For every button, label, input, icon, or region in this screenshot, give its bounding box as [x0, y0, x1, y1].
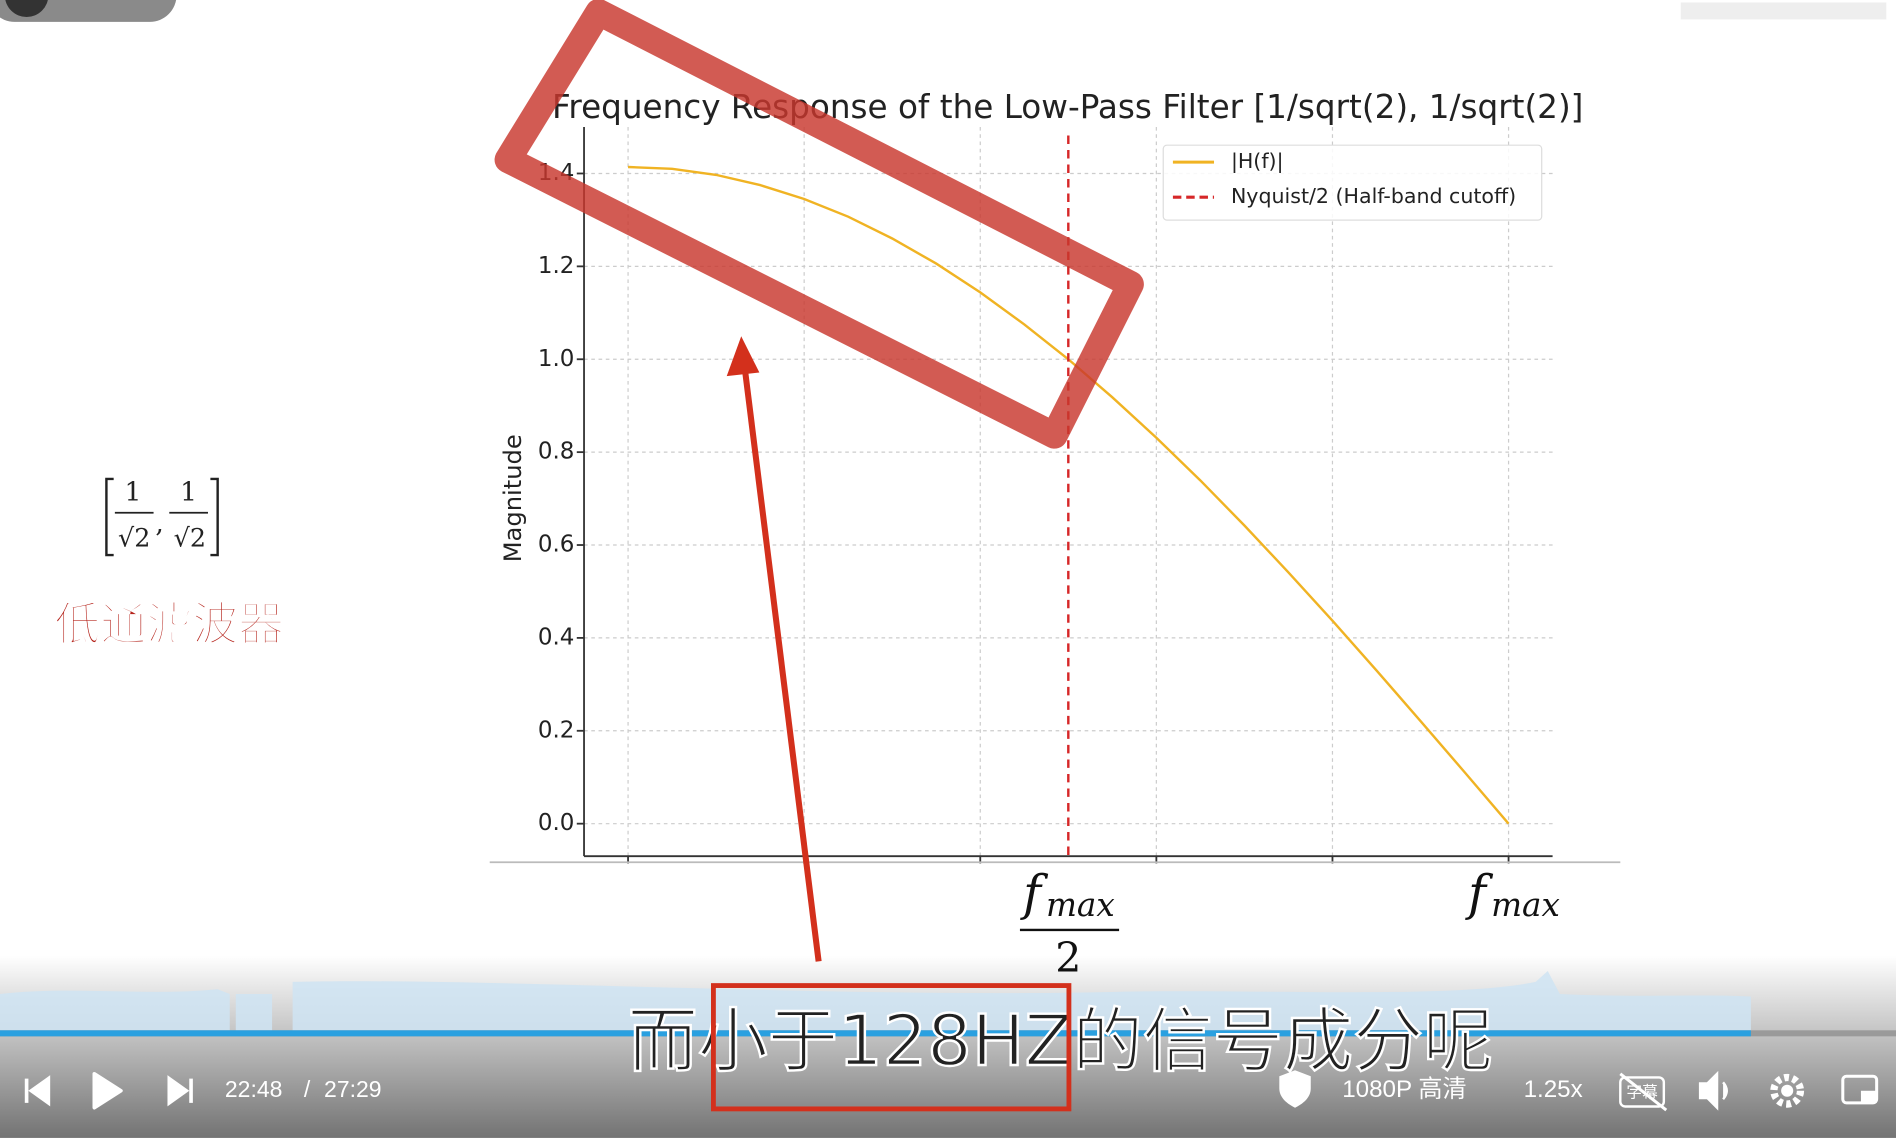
current-time: 22:48 [225, 1076, 282, 1102]
speed[interactable]: 1.25x [1524, 1076, 1583, 1103]
formula-part: , [155, 508, 163, 539]
volume-button[interactable] [1698, 1070, 1728, 1111]
y-tick-label: 0.4 [538, 624, 575, 650]
duration: 27:29 [324, 1076, 381, 1102]
arrow-shaft [741, 368, 822, 962]
time-separator: / [304, 1076, 311, 1102]
blurred-text [1680, 2, 1887, 20]
subtitle: 而小于128HZ的信号成分呢 [628, 1000, 1494, 1082]
legend-label: Nyquist/2 (Half-band cutoff) [1231, 184, 1516, 208]
arrow-head [726, 336, 760, 377]
play-button[interactable] [92, 1072, 123, 1110]
caption-off [1619, 1072, 1668, 1112]
annotation-denominator: 2 [1055, 934, 1081, 982]
legend-box [1162, 144, 1543, 221]
shield-icon[interactable] [1279, 1070, 1311, 1108]
annotation-subscript: max [1491, 886, 1560, 924]
side-label: 低通滤波器 [54, 597, 285, 651]
annotation-subscript: max [1046, 886, 1115, 924]
y-tick-label: 0.0 [538, 810, 575, 836]
chart-title: Frequency Response of the Low-Pass Filte… [552, 88, 1583, 126]
pip-inner [1860, 1090, 1877, 1103]
highlight-box [711, 983, 1072, 1112]
caption-icon[interactable] [1619, 1076, 1666, 1108]
chart: Frequency Response of the Low-Pass Filte… [499, 88, 1583, 864]
next-button[interactable] [167, 1075, 193, 1107]
y-tick-label: 0.2 [538, 717, 575, 743]
settings-core [1781, 1084, 1794, 1097]
pen-annotations [494, 0, 1144, 962]
quality[interactable]: 1080P 高清 [1342, 1076, 1467, 1103]
formula-part: √2 [118, 522, 150, 552]
y-tick-label: 1.2 [538, 253, 575, 279]
formula-part: √2 [174, 522, 206, 552]
bracket [105, 477, 219, 557]
formula-part: 1 [125, 476, 142, 507]
heatmap [0, 971, 1751, 1034]
y-tick-label: 0.8 [538, 439, 575, 465]
formula-part: 1 [180, 476, 197, 507]
progress-played[interactable] [0, 1030, 1751, 1037]
legend-label: |H(f)| [1231, 149, 1284, 174]
side-note: 1 √2 , 1 √2 低通滤波器 [54, 476, 286, 651]
controls: 22:48 / 27:29 1080P 高清 1.25x 字幕 [24, 1070, 1879, 1112]
prev-button[interactable] [24, 1075, 51, 1107]
hand-drawn-box [494, 0, 1144, 449]
y-tick-label: 1.0 [538, 346, 575, 372]
avatar[interactable] [5, 0, 49, 18]
y-axis-label: Magnitude [499, 434, 527, 562]
pip-button[interactable] [1841, 1074, 1879, 1105]
y-tick-label: 0.6 [538, 532, 575, 558]
legend: |H(f)| Nyquist/2 (Half-band cutoff) [1162, 144, 1543, 221]
